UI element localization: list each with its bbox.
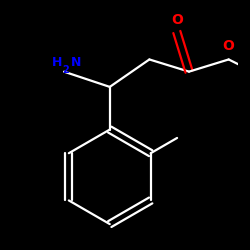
- Text: N: N: [71, 56, 81, 69]
- Text: O: O: [171, 14, 183, 28]
- Text: 2: 2: [62, 65, 69, 75]
- Text: O: O: [223, 39, 234, 53]
- Text: H: H: [52, 56, 62, 69]
